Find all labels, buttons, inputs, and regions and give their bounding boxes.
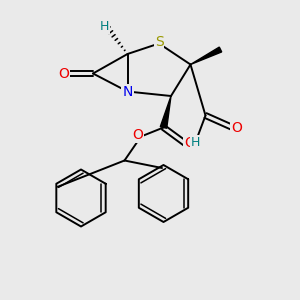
Text: O: O: [58, 67, 69, 80]
Polygon shape: [190, 47, 222, 64]
Polygon shape: [160, 96, 171, 128]
Text: O: O: [184, 136, 195, 150]
Text: H: H: [191, 136, 201, 149]
Text: O: O: [132, 128, 143, 142]
Text: S: S: [154, 35, 164, 49]
Text: O: O: [231, 121, 242, 134]
Text: H: H: [100, 20, 109, 34]
Text: N: N: [122, 85, 133, 98]
